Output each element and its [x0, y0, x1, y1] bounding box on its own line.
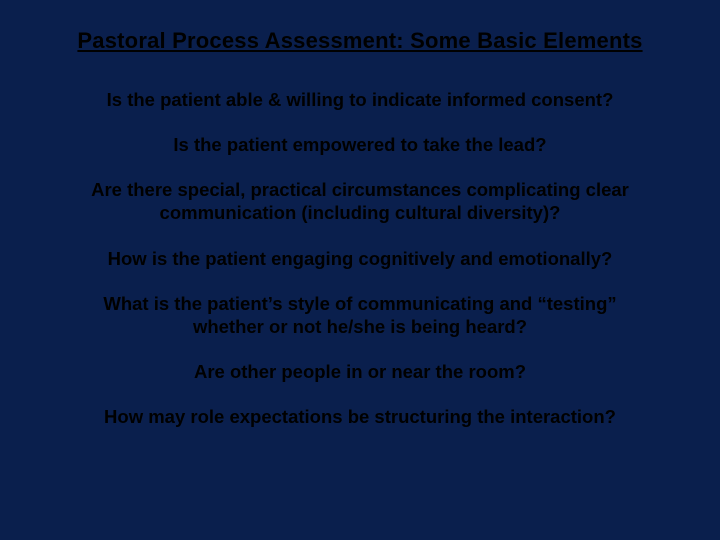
bullet-item: Is the patient empowered to take the lea… — [80, 133, 640, 156]
bullet-item: How is the patient engaging cognitively … — [80, 247, 640, 270]
bullet-item: How may role expectations be structuring… — [80, 405, 640, 428]
bullet-item: What is the patient’s style of communica… — [80, 292, 640, 338]
bullet-item: Is the patient able & willing to indicat… — [80, 88, 640, 111]
bullet-item: Are there special, practical circumstanc… — [80, 178, 640, 224]
bullet-item: Are other people in or near the room? — [80, 360, 640, 383]
slide-title: Pastoral Process Assessment: Some Basic … — [40, 28, 680, 54]
slide: Pastoral Process Assessment: Some Basic … — [0, 0, 720, 540]
